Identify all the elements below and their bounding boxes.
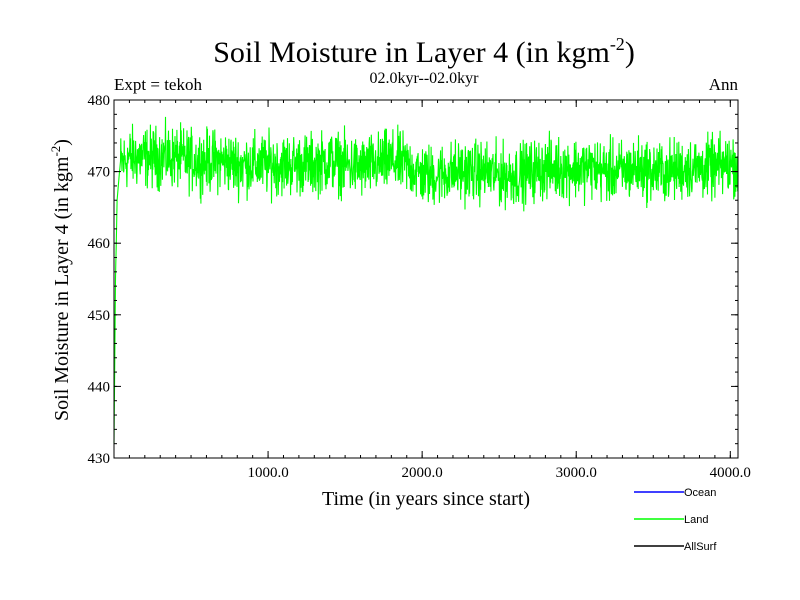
- x-tick-label: 4000.0: [710, 465, 751, 481]
- chart-title-close: ): [625, 36, 635, 69]
- chart-title-sup: -2: [610, 34, 625, 54]
- y-axis-label-main: Soil Moisture in Layer 4 (in kgm: [51, 156, 73, 421]
- y-axis-label-sup: -2: [48, 146, 63, 157]
- y-tick-label: 460: [88, 236, 111, 252]
- legend-label-allsurf: AllSurf: [684, 541, 717, 553]
- chart-title: Soil Moisture in Layer 4 (in kgm-2): [213, 34, 635, 69]
- series-group: [113, 116, 739, 444]
- y-axis-label-close: ): [51, 139, 73, 146]
- chart-subtitle: 02.0kyr--02.0kyr: [370, 70, 480, 87]
- x-tick-label: 3000.0: [556, 465, 597, 481]
- season-label: Ann: [709, 75, 739, 94]
- expt-label: Expt = tekoh: [114, 75, 202, 94]
- x-tick-label: 1000.0: [247, 465, 288, 481]
- y-tick-label: 450: [88, 308, 111, 324]
- legend-label-ocean: Ocean: [684, 487, 716, 499]
- y-tick-label: 470: [88, 165, 111, 181]
- legend-label-land: Land: [684, 514, 708, 526]
- x-tick-label: 2000.0: [402, 465, 443, 481]
- series-line-land: [113, 116, 739, 444]
- y-tick-label: 440: [88, 379, 111, 395]
- y-tick-label: 480: [88, 93, 111, 109]
- chart-title-main: Soil Moisture in Layer 4 (in kgm: [213, 36, 610, 69]
- legend: Ocean Land AllSurf: [634, 487, 717, 553]
- x-axis-label: Time (in years since start): [322, 488, 530, 510]
- ticks-group: 430 440 450 460 470 480 1000.0 2000.0 3000.0 4000…: [88, 93, 751, 481]
- y-axis-label: Soil Moisture in Layer 4 (in kgm-2): [48, 139, 73, 421]
- plot-frame: [113, 99, 739, 459]
- y-tick-label: 430: [88, 451, 111, 467]
